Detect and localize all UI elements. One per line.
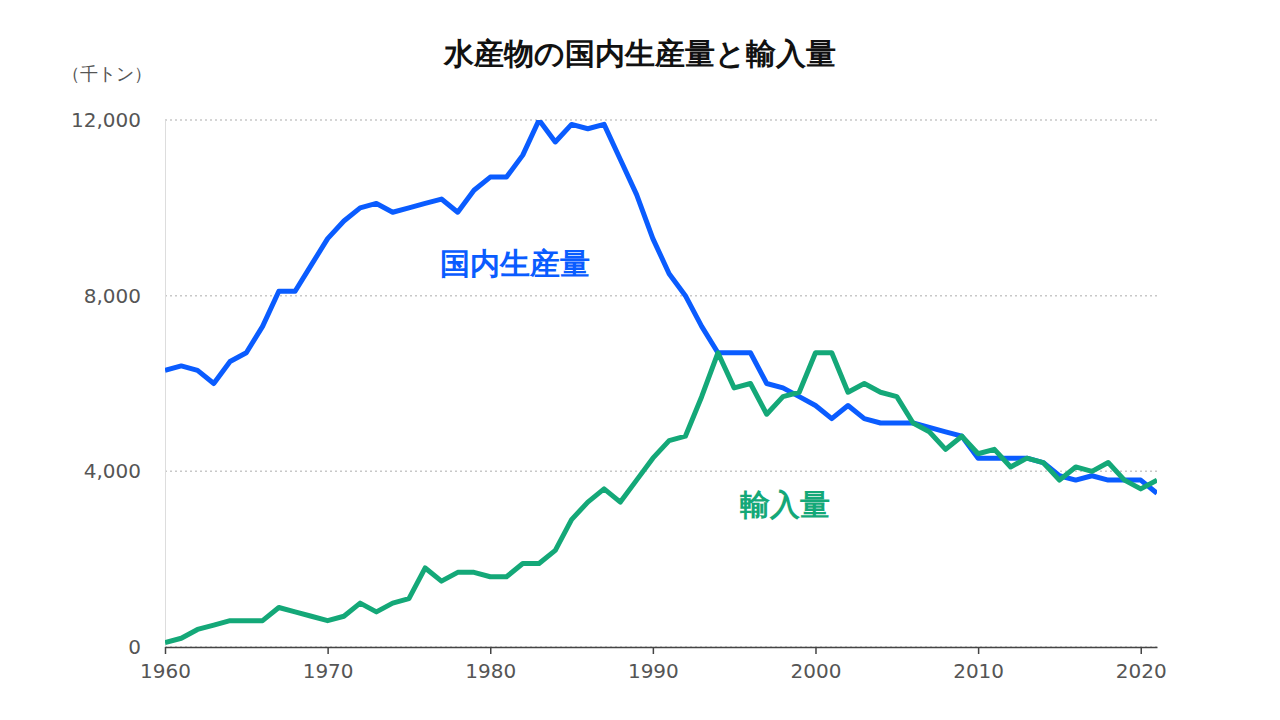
- x-tick-mark: [815, 647, 817, 654]
- series-label: 輸入量: [739, 487, 830, 522]
- y-tick-label: 0: [128, 635, 141, 659]
- x-tick-label: 1970: [303, 659, 354, 683]
- plot: 0 4,000 8,000 12,000 1960 1970 1980 1990 2000 201…: [71, 108, 1167, 683]
- chart: 水産物の国内生産量と輸入量（千トン）04,0008,00012,00019601…: [0, 0, 1280, 720]
- grid-line: [165, 646, 1157, 648]
- series-line: [165, 353, 1157, 643]
- x-tick-label: 1990: [628, 659, 679, 683]
- grid-line: [165, 471, 1157, 473]
- title: 水産物の国内生産量と輸入量: [443, 36, 836, 71]
- grid-line: [165, 119, 1157, 121]
- x-tick: 1990: [628, 647, 679, 683]
- y-tick-label: 8,000: [84, 284, 141, 308]
- series-labels: 国内生産量輸入量: [440, 246, 830, 522]
- x-tick: 1980: [465, 647, 516, 683]
- y-axis-title: （千トン）: [62, 63, 152, 84]
- x-tick-label: 1980: [465, 659, 516, 683]
- series-line: [165, 120, 1157, 493]
- x-tick: 1960: [140, 647, 191, 683]
- x-tick: 2020: [1116, 647, 1167, 683]
- series-label: 国内生産量: [440, 246, 590, 281]
- x-tick-mark: [165, 647, 167, 654]
- x-tick-label: 1960: [140, 659, 191, 683]
- y-tick-label: 4,000: [84, 459, 141, 483]
- x-tick-mark: [978, 647, 980, 654]
- x-tick-mark: [490, 647, 492, 654]
- x-tick: 1970: [303, 647, 354, 683]
- x-tick-mark: [653, 647, 655, 654]
- x-tick-label: 2010: [953, 659, 1004, 683]
- y-tick: 4,000: [84, 459, 165, 483]
- x-tick-mark: [327, 647, 329, 654]
- x-tick: 2000: [791, 647, 842, 683]
- y-axis: 0 4,000 8,000 12,000: [71, 108, 165, 659]
- y-tick: 12,000: [71, 108, 165, 132]
- y-tick: 0: [128, 635, 165, 659]
- x-axis-line: [166, 647, 1158, 649]
- y-tick: 8,000: [84, 284, 165, 308]
- x-tick-label: 2000: [791, 659, 842, 683]
- x-axis: 1960 1970 1980 1990 2000 2010 2020: [140, 647, 1167, 683]
- y-tick-label: 12,000: [71, 108, 141, 132]
- x-tick-mark: [1140, 647, 1142, 654]
- grid-line: [165, 295, 1157, 297]
- grid: [165, 120, 1157, 647]
- x-tick-label: 2020: [1116, 659, 1167, 683]
- x-tick: 2010: [953, 647, 1004, 683]
- y-axis-line: [165, 121, 166, 648]
- lines: [165, 120, 1157, 643]
